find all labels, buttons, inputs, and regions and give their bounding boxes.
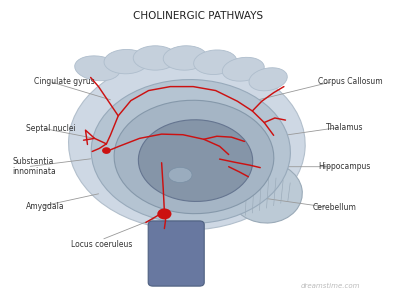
Ellipse shape: [68, 58, 305, 230]
Text: Septal nuclei: Septal nuclei: [26, 124, 76, 132]
Ellipse shape: [133, 46, 178, 70]
Text: Thalamus: Thalamus: [326, 123, 364, 132]
Text: dreamstime.com: dreamstime.com: [300, 282, 360, 289]
Text: Locus coeruleus: Locus coeruleus: [70, 240, 132, 249]
Text: Hippocampus: Hippocampus: [318, 162, 370, 171]
Ellipse shape: [222, 57, 264, 81]
Text: Corpus Callosum: Corpus Callosum: [318, 77, 383, 86]
Circle shape: [102, 147, 111, 154]
Ellipse shape: [104, 50, 148, 74]
Text: Cingulate gyrus: Cingulate gyrus: [34, 77, 95, 86]
FancyBboxPatch shape: [148, 221, 204, 286]
Text: Substantia
innominata: Substantia innominata: [12, 157, 56, 176]
Ellipse shape: [75, 56, 120, 81]
Ellipse shape: [91, 80, 290, 223]
Ellipse shape: [194, 50, 237, 75]
Ellipse shape: [163, 46, 207, 70]
Circle shape: [157, 208, 172, 219]
Ellipse shape: [138, 120, 253, 201]
Text: Cerebellum: Cerebellum: [312, 203, 356, 212]
Ellipse shape: [168, 167, 192, 183]
Text: Amygdala: Amygdala: [26, 202, 65, 211]
Ellipse shape: [229, 162, 302, 223]
Ellipse shape: [114, 100, 274, 214]
Text: CHOLINERGIC PATHWAYS: CHOLINERGIC PATHWAYS: [133, 11, 263, 21]
Ellipse shape: [249, 68, 287, 91]
